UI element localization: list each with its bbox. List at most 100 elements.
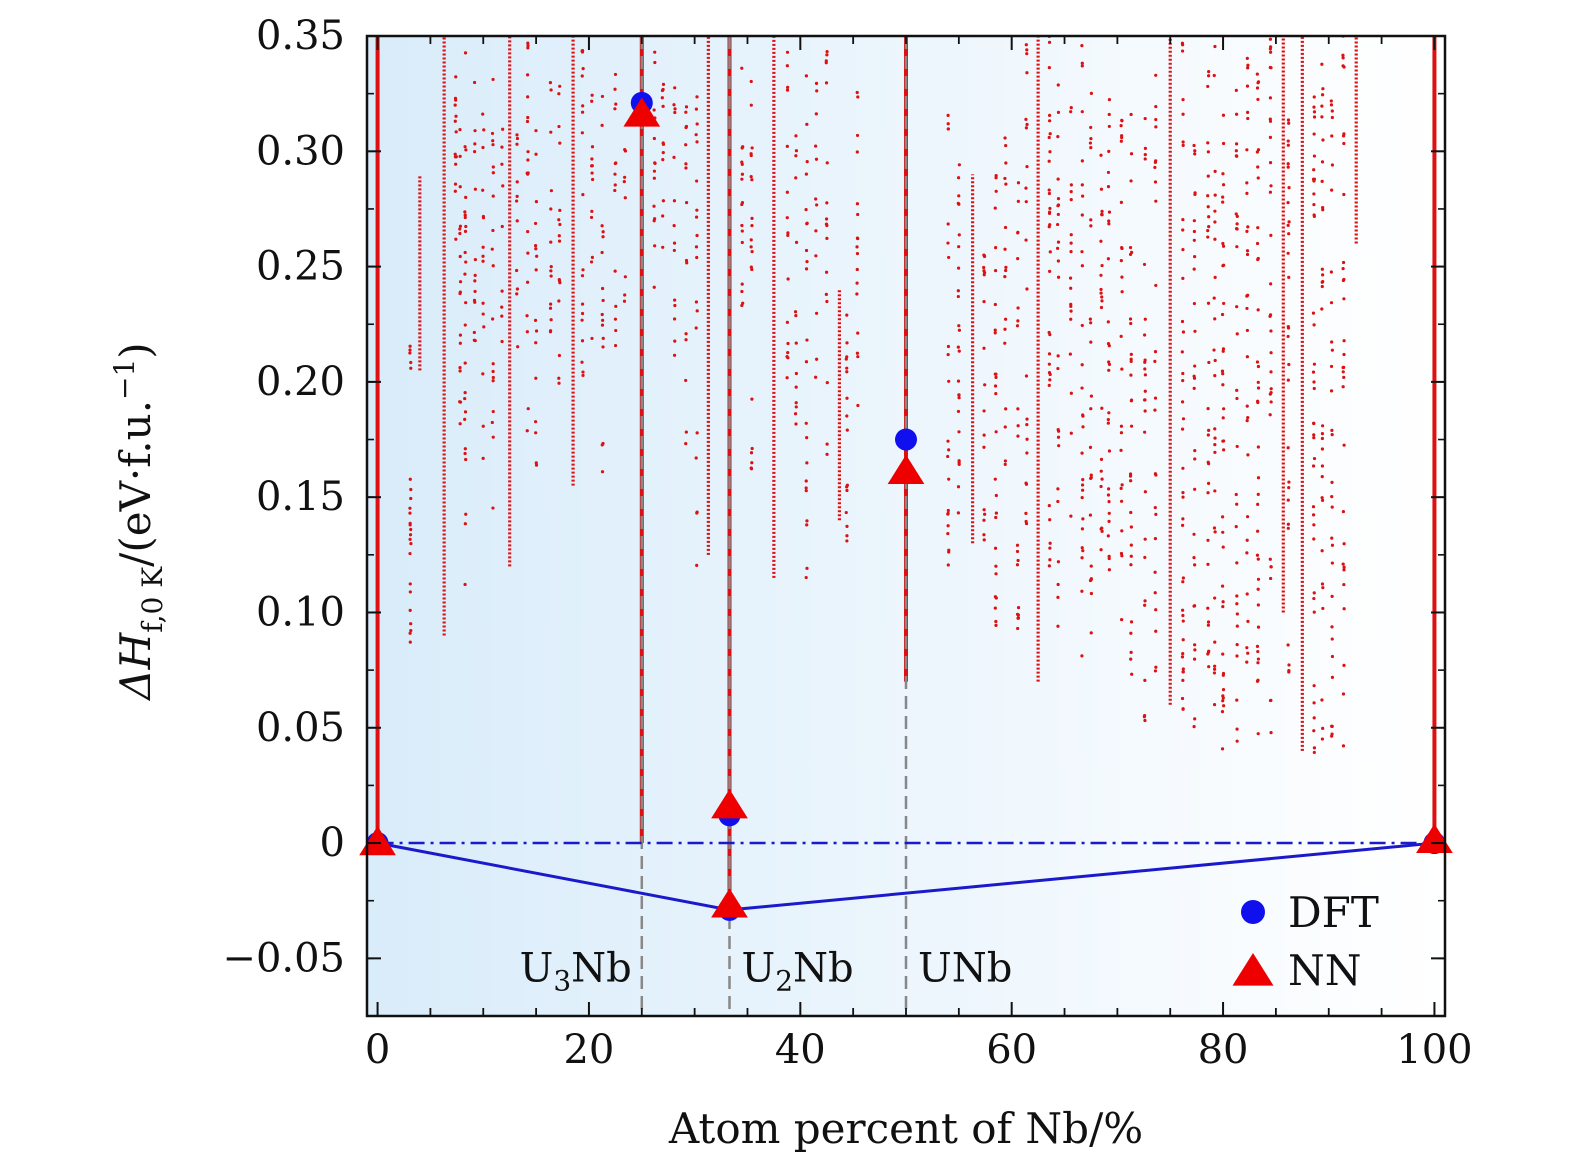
structure-point [1220, 312, 1225, 317]
structure-point [463, 215, 467, 220]
structure-point [1269, 731, 1273, 735]
structure-point [1100, 212, 1104, 217]
structure-point [580, 339, 585, 343]
structure-point [1056, 246, 1060, 250]
structure-point [581, 104, 585, 108]
structure-point [1089, 91, 1093, 95]
structure-point [794, 341, 798, 345]
structure-point [408, 511, 412, 515]
structure-point [1181, 638, 1185, 642]
structure-point [1154, 283, 1158, 288]
structure-point [1099, 305, 1104, 310]
structure-point [740, 66, 744, 70]
structure-point [1056, 582, 1060, 587]
structure-point [1206, 491, 1210, 495]
structure-point [408, 477, 412, 481]
structure-point [1234, 112, 1239, 116]
structure-point [1048, 372, 1052, 377]
structure-point [1269, 184, 1273, 188]
structure-point [408, 533, 413, 537]
structure-point [994, 375, 998, 379]
structure-point [1320, 436, 1324, 441]
structure-point [1119, 124, 1123, 128]
structure-point [786, 231, 790, 235]
structure-point [1024, 481, 1028, 485]
structure-point [1069, 198, 1073, 202]
structure-point [1107, 449, 1112, 453]
structure-point [581, 268, 585, 272]
structure-point [694, 215, 699, 219]
structure-point [1154, 199, 1158, 203]
structure-point [814, 144, 818, 148]
nn-point [711, 789, 748, 819]
structure-point [1321, 208, 1325, 212]
structure-point [1192, 386, 1196, 390]
structure-point [845, 370, 849, 374]
structure-point [1180, 427, 1185, 431]
structure-point [652, 204, 656, 208]
structure-point [1181, 667, 1185, 671]
y-axis-title-close: ) [111, 342, 160, 358]
structure-point [463, 447, 467, 451]
structure-point [695, 95, 699, 99]
structure-point [1129, 479, 1133, 483]
structure-point [1330, 625, 1334, 629]
structure-point [464, 512, 468, 516]
structure-point [463, 250, 467, 255]
structure-point [652, 169, 657, 173]
structure-point [946, 113, 950, 117]
structure-point [1330, 675, 1335, 679]
structure-point [463, 51, 468, 55]
structure-point [1142, 262, 1147, 267]
structure-point [673, 107, 677, 111]
structure-point [1330, 561, 1334, 565]
structure-point [694, 133, 698, 137]
structure-point [1047, 503, 1051, 508]
structure-point [458, 128, 462, 132]
structure-point [1004, 182, 1008, 186]
structure-point [549, 318, 553, 322]
structure-point [845, 428, 849, 432]
structure-point [557, 124, 561, 129]
structure-point [1099, 548, 1103, 552]
structure-point [1342, 365, 1346, 369]
structure-point [590, 209, 594, 213]
structure-point [1025, 165, 1029, 169]
structure-point [1234, 212, 1238, 216]
structure-point [1192, 724, 1196, 729]
structure-point [526, 44, 530, 48]
structure-point [1221, 383, 1225, 387]
structure-point [740, 201, 745, 205]
structure-point [825, 223, 829, 228]
structure-point [672, 317, 677, 321]
structure-point [1207, 428, 1211, 433]
structure-point [804, 421, 808, 425]
structure-point [1047, 191, 1052, 196]
structure-point [652, 176, 656, 180]
structure-point [982, 265, 986, 270]
structure-point [1048, 541, 1052, 545]
structure-point [956, 176, 961, 180]
structure-point [534, 152, 538, 156]
structure-point [515, 268, 519, 273]
structure-point [855, 281, 859, 285]
phase-guide-lines [640, 36, 908, 1016]
structure-point [1286, 522, 1290, 526]
structure-point [1181, 651, 1185, 656]
structure-point [1192, 604, 1196, 608]
structure-point [1193, 364, 1197, 368]
structure-point [1025, 437, 1029, 441]
structure-point [500, 162, 504, 166]
structure-point [1003, 225, 1008, 230]
structure-point [946, 454, 950, 459]
structure-point [601, 441, 605, 446]
structure-point [1330, 109, 1334, 113]
structure-point [956, 409, 961, 414]
structure-point [1192, 143, 1196, 148]
structure-point [1213, 193, 1217, 197]
structure-point [548, 81, 553, 85]
structure-point [814, 112, 818, 116]
structure-point [409, 496, 413, 501]
structure-point [1269, 576, 1273, 581]
structure-point [1181, 613, 1185, 618]
